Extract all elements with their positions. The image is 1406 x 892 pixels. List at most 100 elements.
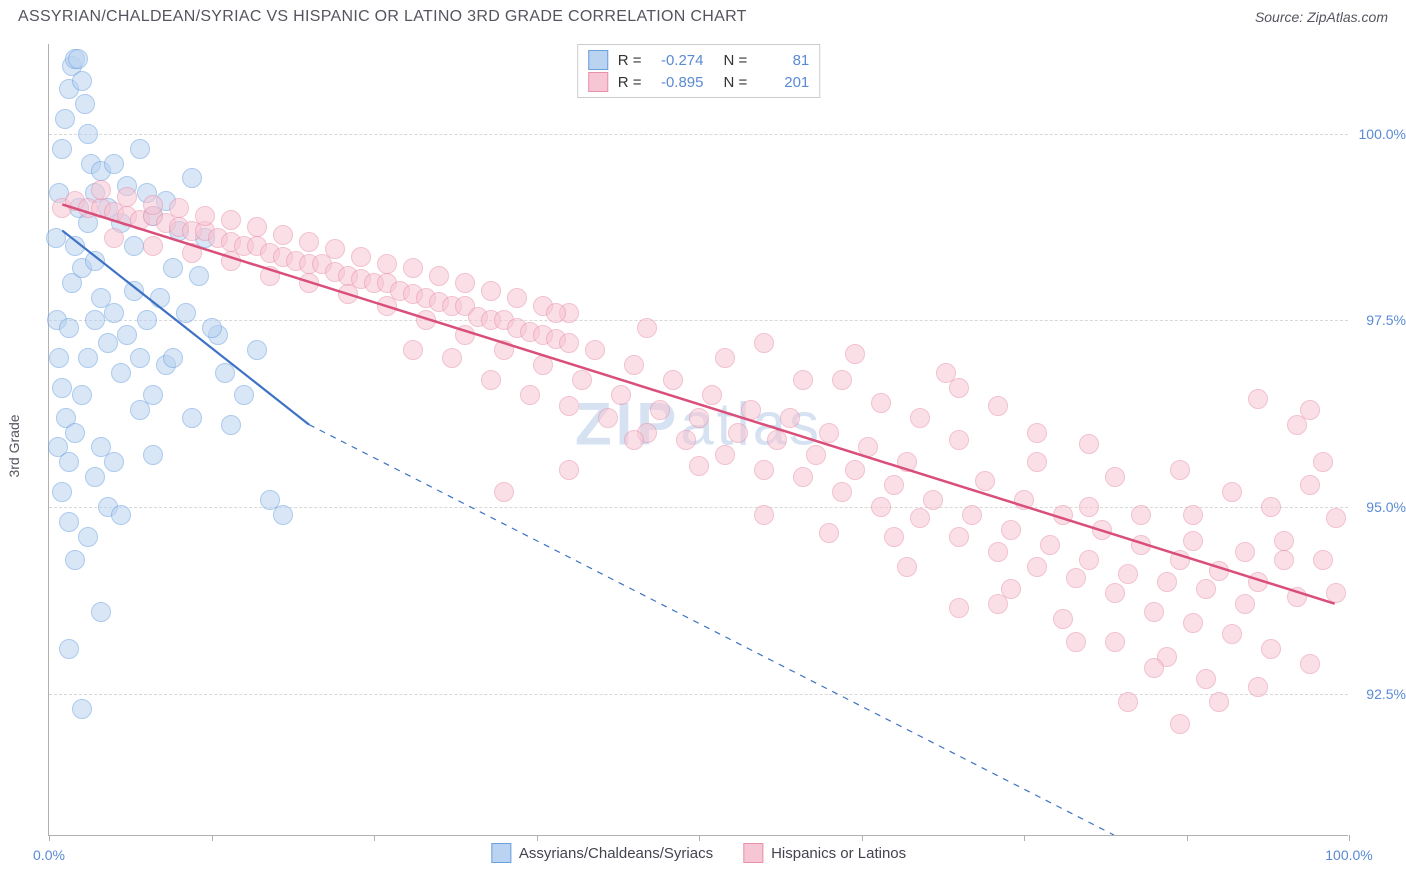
data-point xyxy=(741,400,761,420)
data-point xyxy=(1183,613,1203,633)
data-point xyxy=(871,497,891,517)
xtick xyxy=(212,835,213,841)
xtick-label: 100.0% xyxy=(1325,847,1372,863)
data-point xyxy=(124,281,144,301)
data-point xyxy=(845,460,865,480)
data-point xyxy=(1079,497,1099,517)
data-point xyxy=(481,370,501,390)
data-point xyxy=(215,363,235,383)
data-point xyxy=(702,385,722,405)
data-point xyxy=(845,344,865,364)
data-point xyxy=(494,482,514,502)
ytick-label: 97.5% xyxy=(1366,312,1406,328)
data-point xyxy=(611,385,631,405)
data-point xyxy=(1300,654,1320,674)
data-point xyxy=(1196,669,1216,689)
xtick xyxy=(862,835,863,841)
data-point xyxy=(111,505,131,525)
data-point xyxy=(1027,557,1047,577)
data-point xyxy=(117,325,137,345)
data-point xyxy=(1105,467,1125,487)
data-point xyxy=(130,348,150,368)
data-point xyxy=(65,236,85,256)
r-label: R = xyxy=(618,74,642,91)
data-point xyxy=(1079,550,1099,570)
data-point xyxy=(754,333,774,353)
data-point xyxy=(1170,714,1190,734)
data-point xyxy=(273,505,293,525)
data-point xyxy=(962,505,982,525)
data-point xyxy=(1144,658,1164,678)
data-point xyxy=(111,363,131,383)
data-point xyxy=(1248,389,1268,409)
data-point xyxy=(221,251,241,271)
data-point xyxy=(182,168,202,188)
gridline-h xyxy=(49,320,1348,321)
data-point xyxy=(780,408,800,428)
data-point xyxy=(195,206,215,226)
data-point xyxy=(1105,583,1125,603)
data-point xyxy=(299,273,319,293)
data-point xyxy=(260,266,280,286)
data-point xyxy=(52,482,72,502)
legend-label: Assyrians/Chaldeans/Syriacs xyxy=(519,845,713,862)
data-point xyxy=(247,340,267,360)
data-point xyxy=(338,284,358,304)
data-point xyxy=(351,247,371,267)
data-point xyxy=(221,415,241,435)
data-point xyxy=(1183,505,1203,525)
data-point xyxy=(910,408,930,428)
plot-area: ZIPatlas R =-0.274N =81R =-0.895N =201 A… xyxy=(48,44,1348,836)
data-point xyxy=(1092,520,1112,540)
data-point xyxy=(1300,400,1320,420)
xtick xyxy=(537,835,538,841)
data-point xyxy=(819,523,839,543)
data-point xyxy=(949,430,969,450)
data-point xyxy=(182,243,202,263)
data-point xyxy=(793,467,813,487)
data-point xyxy=(455,273,475,293)
data-point xyxy=(715,445,735,465)
legend-stat-row: R =-0.895N =201 xyxy=(588,71,810,93)
data-point xyxy=(819,423,839,443)
data-point xyxy=(59,512,79,532)
data-point xyxy=(1144,602,1164,622)
regression-lines xyxy=(49,44,1348,835)
data-point xyxy=(104,452,124,472)
n-label: N = xyxy=(724,74,748,91)
data-point xyxy=(923,490,943,510)
legend-swatch xyxy=(743,843,763,863)
legend-item: Assyrians/Chaldeans/Syriacs xyxy=(491,843,713,863)
data-point xyxy=(299,232,319,252)
data-point xyxy=(163,258,183,278)
data-point xyxy=(858,437,878,457)
data-point xyxy=(728,423,748,443)
data-point xyxy=(1261,497,1281,517)
legend-series: Assyrians/Chaldeans/Syriacs Hispanics or … xyxy=(491,843,906,863)
data-point xyxy=(85,310,105,330)
data-point xyxy=(507,288,527,308)
data-point xyxy=(78,527,98,547)
data-point xyxy=(975,471,995,491)
data-point xyxy=(1287,587,1307,607)
data-point xyxy=(1313,452,1333,472)
data-point xyxy=(1300,475,1320,495)
n-value: 201 xyxy=(757,74,809,91)
data-point xyxy=(455,325,475,345)
n-label: N = xyxy=(724,52,748,69)
data-point xyxy=(403,258,423,278)
gridline-h xyxy=(49,507,1348,508)
data-point xyxy=(91,180,111,200)
data-point xyxy=(1131,505,1151,525)
data-point xyxy=(52,378,72,398)
legend-label: Hispanics or Latinos xyxy=(771,845,906,862)
data-point xyxy=(1222,482,1242,502)
data-point xyxy=(1209,692,1229,712)
data-point xyxy=(75,94,95,114)
chart-title: ASSYRIAN/CHALDEAN/SYRIAC VS HISPANIC OR … xyxy=(18,8,747,26)
gridline-h xyxy=(49,134,1348,135)
data-point xyxy=(143,195,163,215)
data-point xyxy=(72,385,92,405)
data-point xyxy=(715,348,735,368)
data-point xyxy=(59,318,79,338)
